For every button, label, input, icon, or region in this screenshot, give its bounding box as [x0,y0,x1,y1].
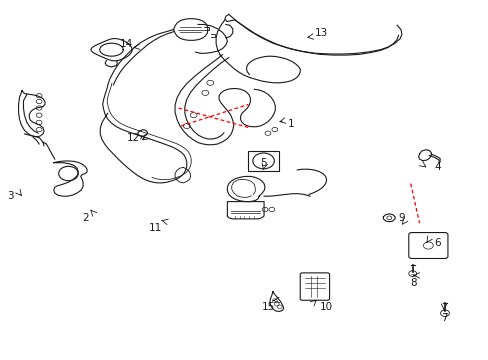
Text: 1: 1 [287,119,294,129]
Text: 6: 6 [433,238,440,248]
Text: 12: 12 [126,132,140,143]
Text: 3: 3 [7,191,14,201]
Text: 13: 13 [314,28,328,38]
Bar [248,151,278,171]
Text: 9: 9 [398,213,405,223]
Text: 4: 4 [433,162,440,172]
Text: 15: 15 [261,302,274,312]
Text: 7: 7 [440,312,447,323]
Text: 8: 8 [409,278,416,288]
Text: 10: 10 [320,302,332,312]
Text: 2: 2 [82,213,89,223]
Text: 11: 11 [148,222,162,233]
Text: 5: 5 [259,158,266,168]
Text: 14: 14 [119,39,133,49]
